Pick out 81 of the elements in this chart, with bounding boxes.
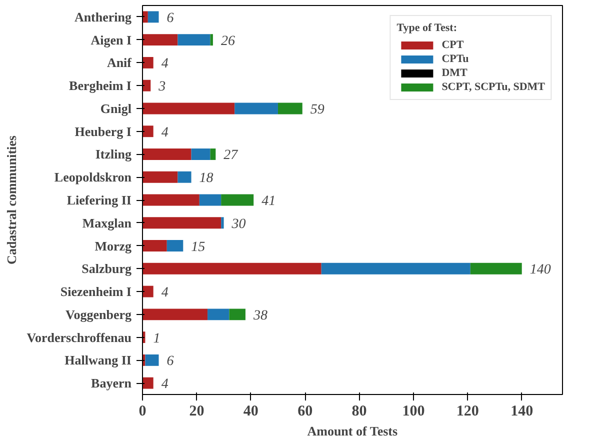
y-tick-label: Voggenberg [66,306,132,322]
y-tick-label: Bergheim I [69,78,132,94]
total-label: 38 [252,308,268,324]
bar [210,148,216,160]
y-tick-label: Aigen I [90,32,132,48]
total-label: 4 [161,286,168,301]
bar [142,240,167,252]
legend-label: CPTu [442,53,469,65]
bar [142,126,154,138]
bar [178,34,210,46]
bar [178,171,192,183]
total-label: 27 [224,148,239,164]
bar [142,377,154,389]
total-label: 4 [161,125,168,140]
x-tick-label: 80 [352,404,367,420]
y-tick-label: Hallwang II [64,352,132,368]
total-label: 4 [161,56,168,72]
x-tick-label: 0 [138,404,146,420]
y-tick-label: Salzburg [82,261,132,276]
bar [321,262,470,274]
bar [142,34,178,46]
bar [208,308,230,320]
y-tick-label: Anif [106,55,132,70]
y-tick-label: Vorderschroffenau [26,330,132,345]
total-label: 30 [230,216,246,232]
y-axis-title: Cadastral communities [4,136,19,264]
legend-title: Type of Test: [396,22,458,34]
x-tick-label: 120 [456,404,479,420]
total-label: 59 [310,102,324,118]
bar [142,286,154,298]
bar [470,262,522,274]
bar [145,354,159,366]
y-tick-label: Bayern [91,376,132,391]
bar [148,11,159,23]
bar [199,194,222,206]
x-tick-label: 100 [402,404,425,420]
total-label: 18 [199,171,214,186]
bar [142,80,151,92]
x-tick-label: 40 [243,404,258,420]
bar [191,148,210,160]
bar [142,11,148,23]
total-label: 4 [161,377,168,392]
bar [142,56,154,68]
y-tick-label: Anthering [74,9,132,24]
bar [142,102,235,114]
bar [278,102,302,114]
x-tick-label: 20 [189,404,204,420]
total-label: 6 [166,10,174,26]
total-label: 1 [153,331,160,346]
total-label: 140 [530,262,551,278]
total-label: 6 [166,354,174,370]
legend-label: CPT [442,39,464,51]
bar [142,194,200,206]
bar [210,34,213,46]
x-tick-label: 60 [298,404,313,420]
bar [142,171,178,183]
y-tick-label: Maxglan [82,215,132,230]
legend-label: DMT [442,67,468,79]
total-label: 41 [262,194,276,209]
y-tick-label: Heuberg I [74,124,132,139]
y-tick-label: Morzg [94,238,132,254]
bar [229,308,246,320]
x-axis-title: Amount of Tests [307,424,398,438]
bar [234,102,278,114]
y-tick-label: Siezenheim I [60,284,132,300]
bar [142,262,322,274]
y-tick-label: Gnigl [100,100,132,116]
y-tick-label: Leopoldskron [54,170,132,185]
total-label: 15 [191,240,206,255]
bar [142,148,192,160]
total-label: 26 [220,34,235,49]
bar [221,217,224,229]
y-tick-label: Liefering II [66,192,132,208]
legend-label: SCPT, SCPTu, SDMT [442,81,545,93]
bar [221,194,254,206]
total-label: 3 [158,80,166,95]
bar [166,240,184,252]
x-tick-label: 140 [510,404,534,420]
y-tick-label: Itzling [95,146,132,162]
bar [142,217,222,229]
bar [142,308,208,320]
